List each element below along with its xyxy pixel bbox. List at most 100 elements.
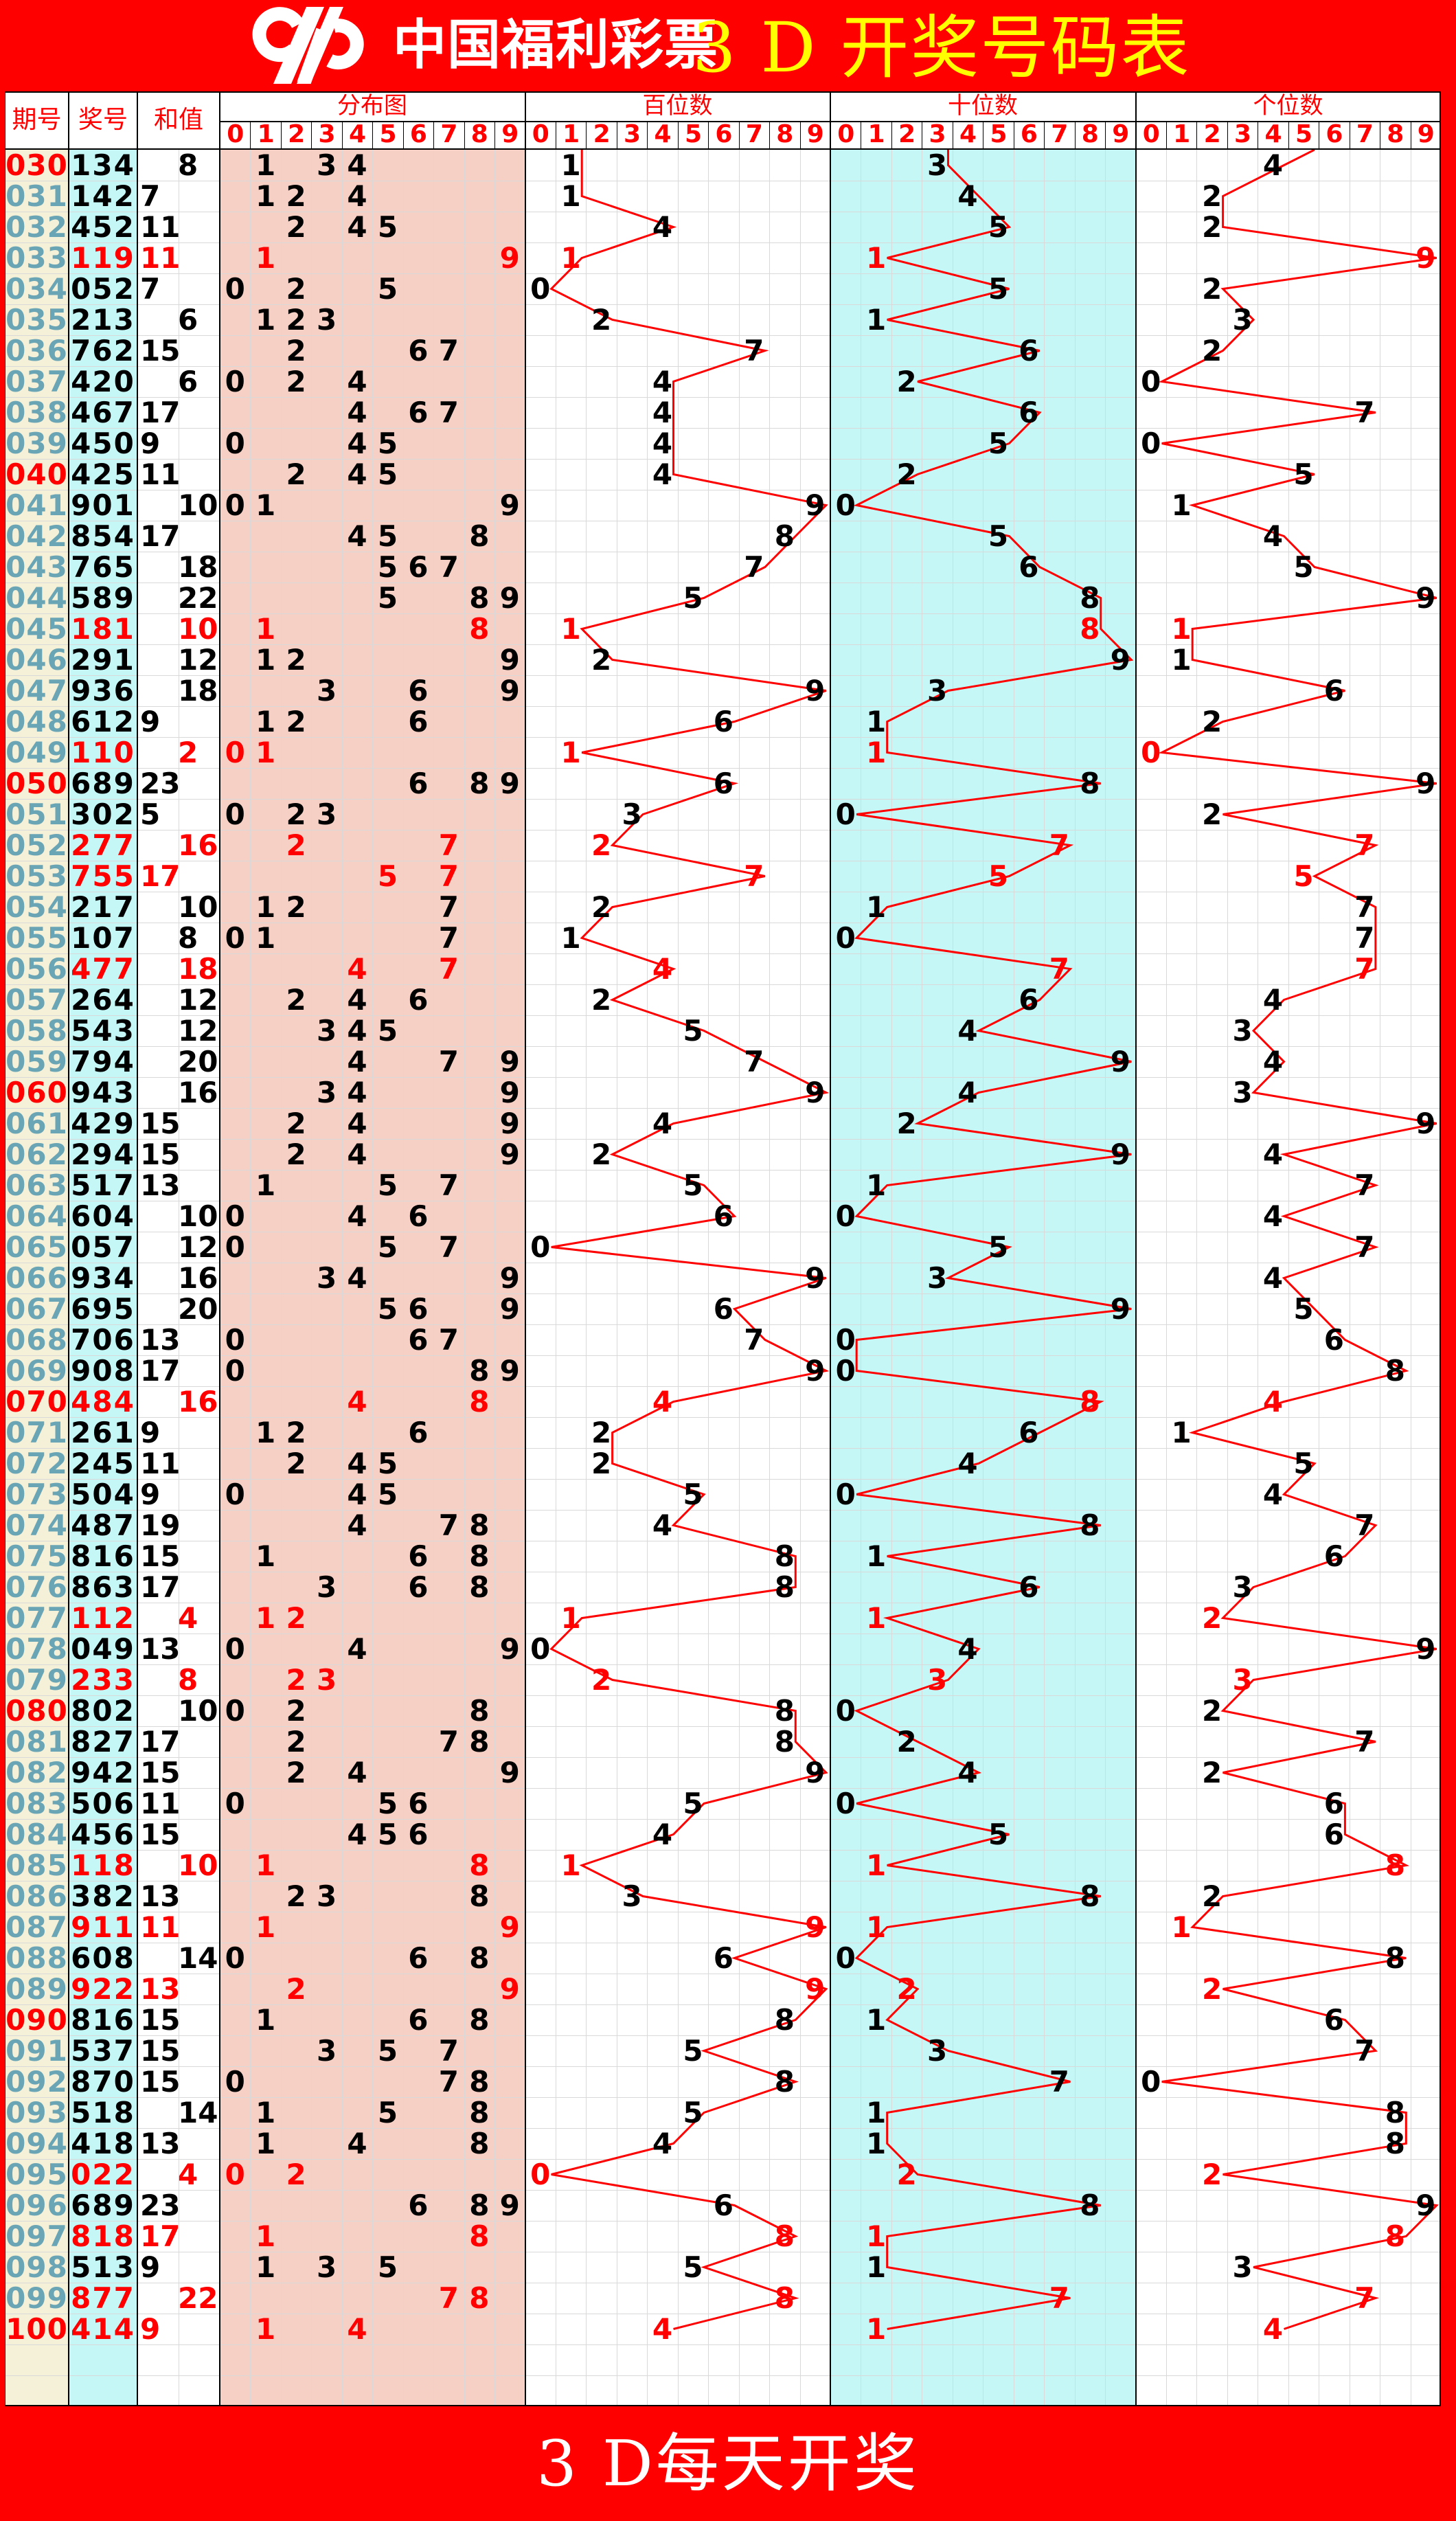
number-cell: 612 [71, 705, 135, 738]
number-cell: 870 [71, 2065, 135, 2099]
dist-digit: 0 [225, 272, 245, 306]
dist-digit: 1 [255, 643, 276, 677]
dist-digit: 1 [255, 2127, 276, 2160]
dist-digit: 3 [316, 798, 337, 831]
sum-cell: 8 [178, 148, 198, 182]
hundreds-digit: 4 [652, 952, 673, 986]
tens-digit: 3 [926, 674, 948, 708]
digit-header-cell: 4 [952, 121, 983, 148]
period-cell: 057 [5, 983, 68, 1017]
dist-digit: 0 [225, 2158, 245, 2191]
digit-header-cell: 1 [250, 121, 280, 148]
units-digit: 3 [1232, 1663, 1253, 1697]
hundreds-digit: 9 [805, 674, 826, 708]
sum-cell: 16 [178, 828, 218, 862]
dist-digit: 1 [255, 488, 276, 522]
hundreds-digit: 4 [652, 1508, 673, 1542]
tens-digit: 4 [957, 1076, 978, 1109]
tens-digit: 4 [957, 179, 978, 213]
tens-digit: 6 [1019, 396, 1039, 429]
hundreds-digit: 4 [652, 2127, 673, 2160]
tens-digit: 2 [896, 365, 917, 398]
dist-digit: 3 [316, 1014, 337, 1048]
units-digit: 4 [1262, 1199, 1284, 1233]
period-cell: 038 [5, 396, 68, 429]
col-header-tens: 十位数 [948, 92, 1018, 120]
dist-digit: 8 [469, 1570, 490, 1604]
sum-cell: 7 [140, 272, 161, 306]
tens-digit: 3 [926, 1261, 948, 1295]
units-digit: 7 [1354, 828, 1375, 862]
sum-cell: 15 [140, 1818, 181, 1851]
sum-cell: 6 [178, 365, 198, 398]
sum-cell: 17 [140, 519, 181, 553]
dist-digit: 2 [286, 1663, 306, 1697]
dist-digit: 0 [225, 798, 245, 831]
number-cell: 057 [71, 1230, 135, 1264]
tens-digit: 0 [835, 798, 856, 831]
units-digit: 7 [1354, 1725, 1375, 1759]
tens-digit: 1 [866, 1601, 887, 1635]
hundreds-digit: 2 [591, 1447, 612, 1480]
cell-grid-line [1196, 150, 1198, 2406]
number-cell: 908 [71, 1354, 135, 1388]
cell-grid-line [708, 150, 709, 2406]
dist-digit: 8 [469, 2003, 490, 2037]
dist-digit: 7 [438, 2034, 459, 2068]
dist-digit: 2 [286, 1107, 306, 1140]
period-cell: 037 [5, 365, 68, 398]
number-cell: 765 [71, 550, 135, 584]
sum-cell: 2 [178, 736, 198, 769]
number-cell: 816 [71, 2003, 135, 2037]
tens-digit: 0 [835, 1354, 856, 1388]
number-cell: 291 [71, 643, 135, 677]
units-digit: 8 [1385, 2127, 1405, 2160]
tens-digit: 2 [896, 2158, 917, 2191]
sum-cell: 13 [140, 1168, 181, 1202]
period-cell: 050 [5, 767, 68, 800]
footer-text: 3 D每天开奖 [536, 2427, 920, 2500]
dist-digit: 4 [347, 1014, 367, 1048]
units-digit: 7 [1354, 952, 1375, 986]
dist-digit: 4 [347, 427, 367, 460]
units-digit: 3 [1232, 1570, 1253, 1604]
period-cell: 096 [5, 2189, 68, 2222]
sum-cell: 10 [178, 890, 218, 924]
dist-digit: 9 [499, 1756, 520, 1789]
hundreds-digit: 9 [805, 488, 826, 522]
period-column-band [5, 150, 69, 2406]
col-header-dist: 分布图 [337, 92, 407, 120]
hundreds-digit: 0 [530, 2158, 551, 2191]
digit-header-cell: 7 [1349, 121, 1380, 148]
dist-digit: 7 [438, 1323, 459, 1357]
dist-digit: 4 [347, 2127, 367, 2160]
number-cell: 934 [71, 1261, 135, 1295]
hundreds-digit: 8 [774, 519, 795, 553]
digit-header-cell: 5 [983, 121, 1013, 148]
period-cell: 048 [5, 705, 68, 738]
dist-digit: 3 [316, 1663, 337, 1697]
number-cell: 504 [71, 1478, 135, 1511]
dist-digit: 6 [408, 767, 429, 800]
period-cell: 055 [5, 921, 68, 955]
sum-cell: 5 [140, 798, 161, 831]
dist-digit: 8 [469, 2281, 490, 2315]
units-digit: 2 [1201, 210, 1222, 244]
dist-digit: 1 [255, 1416, 276, 1449]
dist-digit: 2 [286, 983, 306, 1017]
cell-grid-line [586, 150, 587, 2406]
sum-cell: 11 [140, 1910, 181, 1944]
tens-digit: 4 [957, 1756, 978, 1789]
dist-digit: 3 [316, 1261, 337, 1295]
period-cell: 070 [5, 1385, 68, 1418]
hundreds-digit: 2 [591, 1138, 612, 1171]
number-cell: 261 [71, 1416, 135, 1449]
digit-header-cell: 7 [1044, 121, 1074, 148]
dist-digit: 2 [286, 828, 306, 862]
tens-digit: 0 [835, 1199, 856, 1233]
tens-digit: 1 [866, 303, 887, 337]
period-cell: 077 [5, 1601, 68, 1635]
number-cell: 119 [71, 241, 135, 275]
tens-digit: 3 [926, 1663, 948, 1697]
units-digit: 6 [1323, 1818, 1345, 1851]
